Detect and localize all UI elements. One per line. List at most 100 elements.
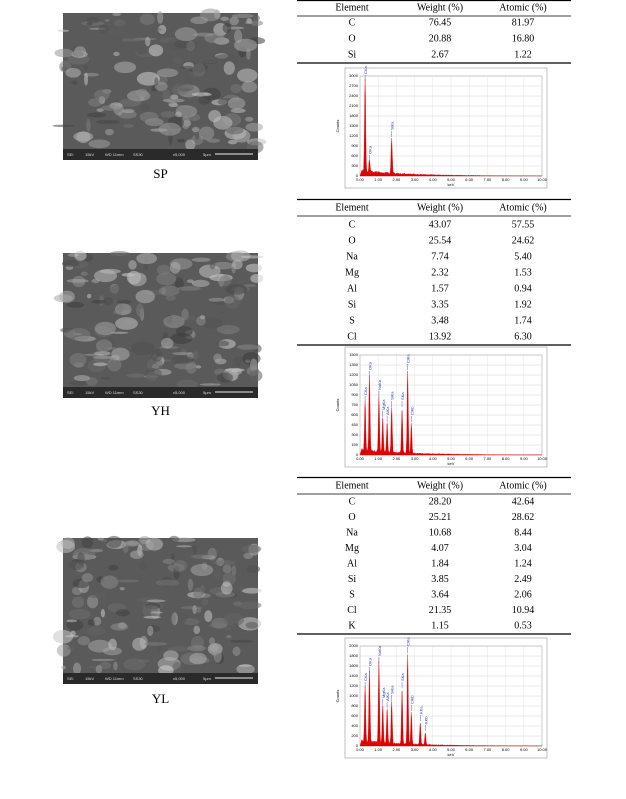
sem-texture (181, 116, 191, 130)
x-tick-label: 2.00 (393, 177, 402, 182)
sem-info-text: SS30 (133, 390, 144, 395)
sem-texture (65, 634, 79, 638)
sem-texture (68, 559, 85, 571)
table-cell: Na (346, 527, 358, 538)
sem-texture (56, 644, 71, 657)
sem-texture (180, 606, 203, 610)
sem-texture (66, 278, 89, 283)
peak-label: MgKa (381, 687, 386, 698)
sem-texture (236, 68, 258, 83)
x-tick-label: 6.00 (465, 177, 474, 182)
sem-info-text: SEI (67, 152, 73, 157)
table-cell: Mg (345, 267, 359, 278)
y-tick-label: 900 (351, 143, 358, 148)
sem-texture (156, 272, 177, 286)
sem-texture (113, 51, 120, 57)
sem-texture (224, 368, 245, 372)
x-tick-label: 6.00 (465, 456, 474, 461)
sem-texture (142, 604, 158, 618)
sem-texture (94, 89, 110, 101)
sem-texture (233, 356, 244, 367)
sem-texture (96, 120, 120, 124)
sem-texture (136, 47, 148, 55)
sem-texture (91, 299, 106, 304)
sem-texture (198, 96, 211, 105)
y-tick-label: 600 (351, 412, 358, 417)
sem-texture (69, 353, 87, 367)
sem-texture (168, 646, 190, 652)
peak-label: KKa (418, 706, 423, 714)
sem-texture (59, 290, 75, 303)
sem-texture (187, 578, 194, 591)
y-tick-label: 1200 (349, 372, 359, 377)
sem-texture (168, 535, 180, 543)
sem-texture (213, 649, 222, 663)
x-tick-label: 9.00 (520, 456, 529, 461)
table-cell: 25.21 (429, 512, 452, 523)
sem-texture (151, 349, 163, 362)
sem-texture (72, 51, 85, 57)
table-cell: O (348, 33, 355, 44)
sem-texture (56, 540, 76, 553)
table-cell: 1.15 (431, 620, 449, 631)
table-cell: Al (347, 283, 357, 294)
table-cell: 24.62 (512, 235, 535, 246)
sem-texture (86, 118, 91, 132)
y-tick-label: 750 (351, 402, 358, 407)
sem-texture (100, 575, 119, 589)
table-cell: 13.92 (429, 331, 452, 342)
sem-info-text: 5μm (203, 676, 212, 681)
sem-info-bar (63, 387, 258, 398)
sem-texture (213, 115, 233, 130)
sem-texture (101, 105, 121, 111)
sem-texture (136, 252, 158, 265)
sem-texture (198, 126, 215, 141)
sem-texture (105, 128, 114, 136)
table-cell: 7.74 (431, 251, 449, 262)
sem-texture (87, 619, 95, 626)
sem-texture (116, 303, 123, 315)
sem-texture (220, 16, 229, 21)
sem-texture (165, 295, 177, 301)
x-tick-label: 1.00 (374, 747, 383, 752)
sem-texture (94, 351, 111, 356)
peak-label: KKb (423, 716, 428, 724)
x-tick-label: 0.00 (356, 456, 365, 461)
sem-texture (54, 48, 74, 58)
y-tick-label: 1500 (349, 123, 359, 128)
sem-texture (230, 639, 253, 643)
table-cell: Mg (345, 543, 359, 554)
table-cell: 1.92 (514, 299, 532, 310)
sem-texture (95, 339, 113, 352)
sem-texture (172, 662, 182, 676)
sem-texture (74, 314, 81, 323)
table-cell: 3.64 (431, 589, 449, 600)
sem-texture (175, 326, 193, 337)
table-cell: Na (346, 251, 358, 262)
table-cell: Cl (347, 605, 357, 616)
table-cell: 10.68 (429, 527, 452, 538)
table-cell: 8.44 (514, 527, 532, 538)
sem-texture (186, 279, 194, 283)
sem-texture (66, 619, 84, 631)
x-tick-label: 8.00 (502, 456, 511, 461)
sem-texture (162, 558, 175, 564)
sem-texture (186, 315, 196, 321)
sem-texture (145, 36, 151, 47)
y-tick-label: 1350 (349, 362, 359, 367)
sem-texture (95, 665, 103, 674)
sem-texture (223, 61, 235, 75)
sem-info-text: SEI (67, 390, 73, 395)
sem-texture (104, 18, 110, 22)
sem-info-text: WD 11mm (105, 152, 124, 157)
sem-info-text: WD 11mm (105, 390, 124, 395)
sem-texture (113, 19, 126, 27)
sem-texture (146, 358, 163, 371)
sem-texture (128, 272, 147, 287)
sem-texture (241, 81, 258, 93)
y-tick-label: 600 (351, 713, 358, 718)
table-cell: 0.53 (514, 620, 532, 631)
sem-texture (214, 9, 221, 20)
peak-label: CKa (363, 65, 368, 74)
